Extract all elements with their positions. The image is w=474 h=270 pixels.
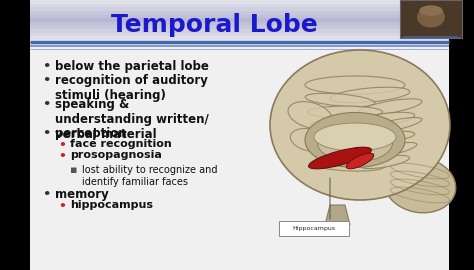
Text: •: •: [42, 74, 50, 87]
Text: recognition of auditory
stimuli (hearing): recognition of auditory stimuli (hearing…: [55, 74, 208, 102]
Ellipse shape: [360, 156, 410, 168]
FancyBboxPatch shape: [30, 0, 449, 4]
FancyBboxPatch shape: [400, 0, 462, 38]
Ellipse shape: [363, 143, 417, 157]
FancyBboxPatch shape: [30, 7, 449, 11]
Text: below the parietal lobe: below the parietal lobe: [55, 60, 209, 73]
Ellipse shape: [346, 112, 415, 128]
FancyBboxPatch shape: [30, 29, 449, 33]
Ellipse shape: [305, 113, 405, 167]
Text: •: •: [42, 127, 50, 140]
Ellipse shape: [309, 147, 372, 169]
FancyBboxPatch shape: [30, 36, 449, 40]
FancyBboxPatch shape: [279, 221, 349, 236]
Text: •: •: [58, 150, 66, 163]
FancyBboxPatch shape: [30, 14, 449, 18]
Text: •: •: [42, 60, 50, 73]
Ellipse shape: [384, 157, 456, 213]
FancyBboxPatch shape: [30, 32, 449, 36]
Ellipse shape: [318, 124, 392, 162]
Ellipse shape: [417, 7, 445, 28]
FancyBboxPatch shape: [30, 18, 449, 22]
FancyBboxPatch shape: [30, 21, 449, 25]
Ellipse shape: [419, 5, 443, 16]
Text: ▪: ▪: [70, 165, 78, 175]
Ellipse shape: [310, 121, 390, 133]
FancyBboxPatch shape: [30, 11, 449, 15]
Ellipse shape: [358, 99, 422, 115]
Ellipse shape: [314, 123, 396, 151]
FancyBboxPatch shape: [30, 25, 449, 29]
Text: memory: memory: [55, 188, 109, 201]
Text: face recognition: face recognition: [70, 139, 172, 149]
Text: prosopagnosia: prosopagnosia: [70, 150, 162, 160]
Text: •: •: [42, 98, 50, 111]
Ellipse shape: [355, 131, 415, 143]
Text: •: •: [58, 139, 66, 152]
Ellipse shape: [305, 76, 405, 94]
Ellipse shape: [288, 102, 332, 129]
Text: perception: perception: [55, 127, 127, 140]
Ellipse shape: [270, 50, 450, 200]
Text: •: •: [58, 200, 66, 213]
Ellipse shape: [308, 106, 383, 118]
Ellipse shape: [305, 93, 375, 107]
Ellipse shape: [330, 87, 410, 103]
Ellipse shape: [346, 153, 374, 169]
Polygon shape: [325, 205, 350, 225]
FancyBboxPatch shape: [30, 0, 449, 270]
Text: hippocampus: hippocampus: [70, 200, 153, 210]
Text: Hippocampus: Hippocampus: [292, 226, 336, 231]
Text: speaking &
understanding written/
verbal material: speaking & understanding written/ verbal…: [55, 98, 209, 141]
Ellipse shape: [368, 117, 422, 133]
Ellipse shape: [290, 129, 330, 151]
Text: lost ability to recognize and
identify familiar faces: lost ability to recognize and identify f…: [82, 165, 218, 187]
Ellipse shape: [315, 146, 395, 158]
Polygon shape: [400, 36, 462, 38]
Text: Temporal Lobe: Temporal Lobe: [111, 13, 318, 37]
FancyBboxPatch shape: [30, 3, 449, 7]
Text: •: •: [42, 188, 50, 201]
Ellipse shape: [308, 133, 372, 147]
Ellipse shape: [315, 159, 385, 171]
